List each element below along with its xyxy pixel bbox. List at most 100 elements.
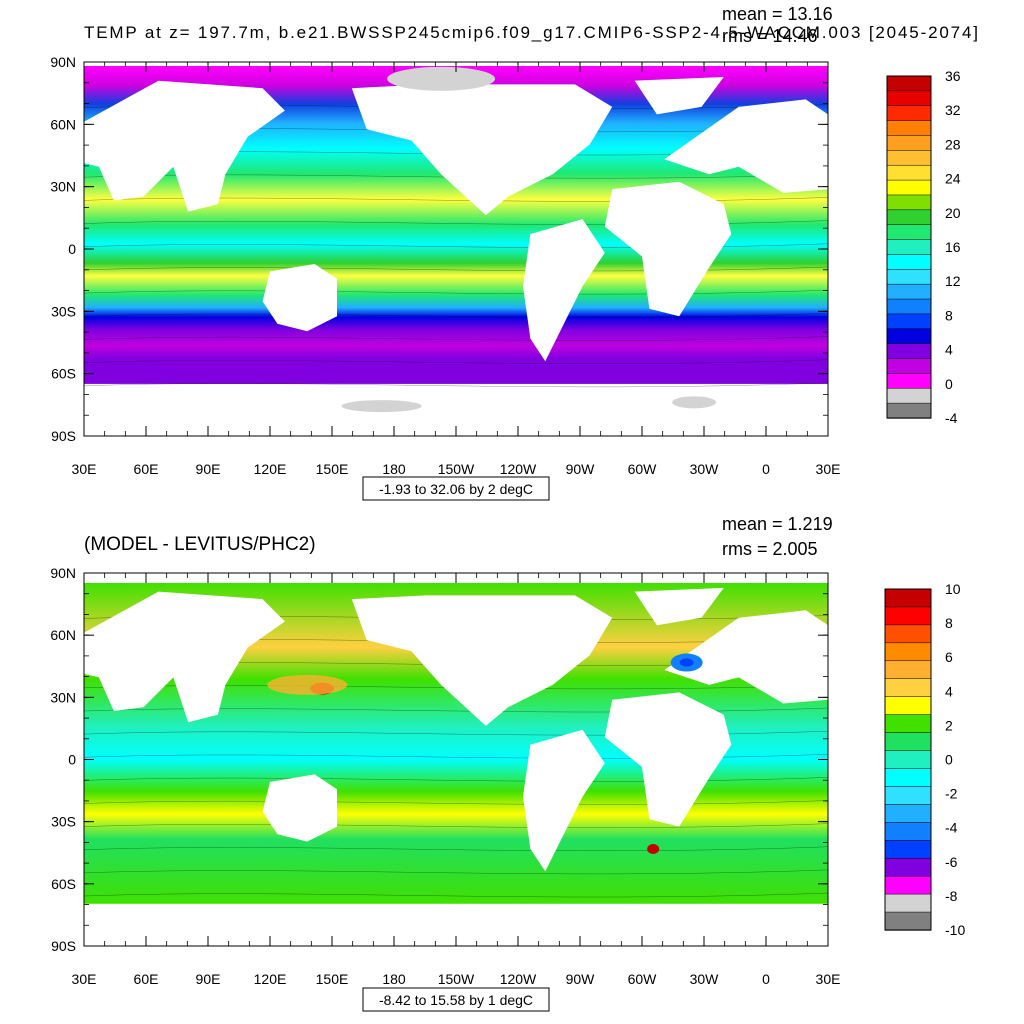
colorbar-label: 0 [945,376,953,392]
colorbar-label: -10 [945,922,965,938]
land-mass-7 [634,77,724,115]
colorbar-segment [886,239,932,256]
lat-label: 0 [68,752,76,768]
colorbar-segment [886,179,932,196]
panel-model-minus-levitus: 90N 60N 30N 0 30S 60S 90S 30E 60E 90E 120E 150E 180 1… [50,514,965,1012]
anomaly-coldspot-core [679,658,694,667]
colorbar-segment [884,857,932,877]
lon-label: 30W [690,971,720,987]
colorbar-segment [886,343,932,360]
colorbar-segment [886,373,932,389]
land-mass-5 [604,181,732,317]
colorbar-label: -4 [945,820,958,836]
lon-label: 90W [566,971,596,987]
colorbar-label: 16 [945,239,961,255]
land-mass-2 [262,774,337,842]
sea-ice-antarctic [341,400,422,413]
contour-line [83,313,829,318]
land-mass-1 [84,80,285,212]
lat-label: 90N [50,565,76,581]
lon-label: 150E [316,971,349,987]
colorbar-segment [884,822,932,841]
colorbar-segment [886,224,932,241]
contour-line [83,382,829,388]
lon-label: 0 [762,971,770,987]
colorbar-segment [884,893,932,913]
land-mass-1 [84,591,285,723]
lat-label: 90S [51,428,76,444]
stat-text: rms = 2.005 [722,539,818,559]
colorbar-label: -8 [945,888,958,904]
colorbar-segment [886,328,932,345]
contour-line [83,336,829,341]
colorbar-segment [886,105,932,122]
colorbar-segment [886,313,932,330]
colorbar-label: -2 [945,786,958,802]
lon-label: 180 [382,971,406,987]
sea-ice-antarctic-2 [672,396,717,409]
colorbar-segment [884,588,932,608]
colorbar-segment [884,750,932,770]
colorbar-segment [886,164,932,181]
colorbar-segment [886,358,932,375]
lat-label: 30N [50,689,76,705]
colorbar-label: 10 [945,581,961,597]
range-label: -8.42 to 15.58 by 1 degC [379,992,533,1008]
lon-label: 90E [196,461,221,477]
colorbar-segment [886,254,932,270]
land-mass-4 [523,729,605,872]
lon-label: 60E [134,461,159,477]
colorbar-segment [886,75,932,92]
contour-line [83,869,829,875]
colorbar-label: 32 [945,102,961,118]
land-mass-6 [664,610,828,704]
land-mass-7 [634,587,724,626]
colorbar-label: 0 [945,752,953,768]
panel-title: (MODEL - LEVITUS/PHC2) [84,534,316,555]
land-mass-3 [351,595,613,726]
stat-text: rms = 14.46 [722,26,818,46]
colorbar-segment [884,660,932,680]
lat-label: 60N [50,627,76,643]
colorbar-segment [884,840,932,859]
colorbar-segment [886,298,932,315]
lon-label: 30E [816,461,841,477]
contour-line [83,289,829,295]
colorbar-label: 36 [945,68,961,84]
land-mass-4 [523,219,605,362]
lat-label: 30N [50,179,76,195]
colorbar-label: 4 [945,683,953,699]
colorbar-segment [884,875,932,895]
lat-label: 90N [50,54,76,70]
colorbar-label: 6 [945,649,953,665]
colorbar-segment [886,90,932,107]
stat-text: mean = 1.219 [722,514,833,534]
lon-label: 30E [72,971,97,987]
colorbar-segment [886,388,932,404]
panel-title: TEMP at z= 197.7m, b.e21.BWSSP245cmip6.f… [84,23,978,42]
colorbar-segment [884,642,932,662]
colorbar-segment [884,768,932,788]
colorbar-label: 20 [945,205,961,221]
colorbar-label: 4 [945,342,953,358]
lon-label: 120E [254,971,287,987]
land-mass-5 [604,692,732,827]
colorbar-segment [886,135,932,151]
range-label: -1.93 to 32.06 by 2 degC [379,481,533,497]
contour-line [83,892,829,898]
lat-label: 60S [51,366,76,382]
contour-line [83,359,829,364]
lon-label: 90E [196,971,221,987]
colorbar-label: -4 [945,410,958,426]
colorbar-segment [884,911,932,931]
lat-label: 30S [51,303,76,319]
colorbar-segment [884,714,932,734]
contour-line [83,846,829,852]
colorbar-segment [886,283,932,300]
colorbar-segment [886,194,932,211]
lon-label: 30E [816,971,841,987]
anomaly-hotspot-brazil [647,844,660,855]
colorbar-label: 8 [945,307,953,323]
colorbar-label: -6 [945,854,958,870]
lon-label: 0 [762,461,770,477]
